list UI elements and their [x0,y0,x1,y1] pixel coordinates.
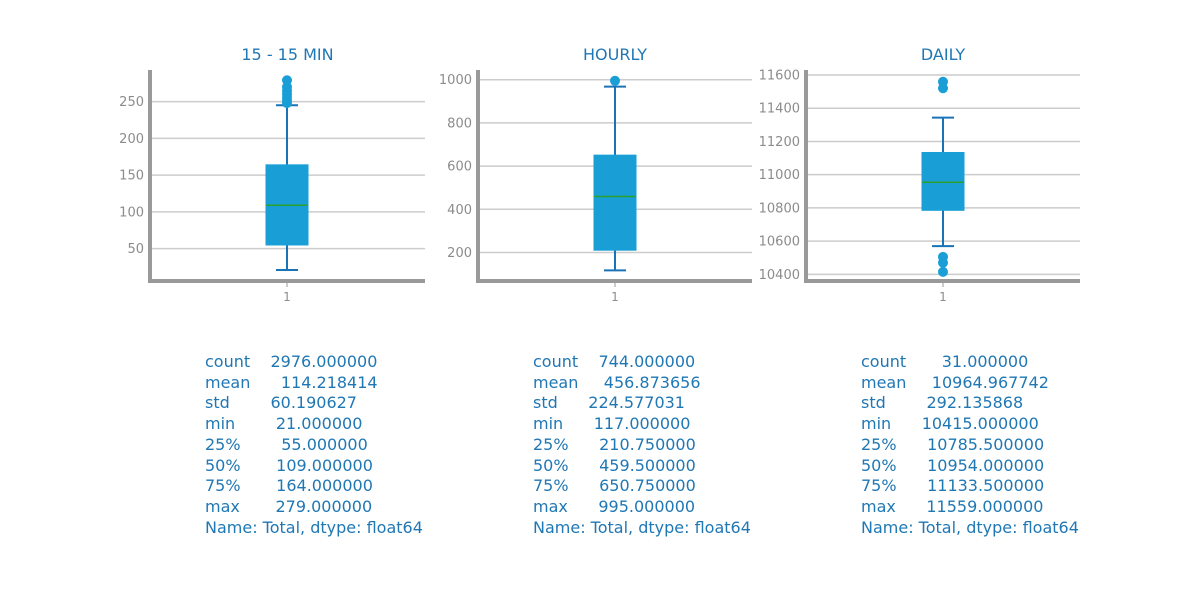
y-tick-label-daily: 11400 [759,102,800,117]
y-tick-label-hourly: 800 [447,116,472,131]
y-tick-label-hourly: 600 [447,160,472,175]
y-tick-label-hourly: 1000 [439,73,472,88]
y-tick-label-daily: 11600 [759,68,800,83]
y-tick-label-daily: 11200 [759,135,800,150]
y-tick-label-hourly: 400 [447,203,472,218]
outlier-point-15min [282,75,292,86]
y-tick-label-15min: 100 [119,205,144,220]
y-tick-label-daily: 10600 [759,235,800,250]
y-tick-label-15min: 150 [119,169,144,184]
chart-title-15min: 15 - 15 MIN [241,45,333,64]
outlier-point-daily [938,251,948,262]
chart-title-daily: DAILY [921,45,965,64]
y-tick-label-15min: 200 [119,132,144,147]
y-tick-label-hourly: 200 [447,246,472,261]
box-hourly [593,154,637,251]
outlier-point-daily [938,266,948,277]
x-tick-label-15min: 1 [283,290,291,304]
summary-stats-15min: count 2976.000000 mean 114.218414 std 60… [205,352,423,537]
y-tick-label-daily: 10400 [759,268,800,283]
y-tick-label-daily: 10800 [759,201,800,216]
outlier-point-daily [938,76,948,87]
x-tick-label-daily: 1 [939,290,947,304]
chart-title-hourly: HOURLY [583,45,647,64]
outlier-point-hourly [610,75,620,86]
summary-stats-hourly: count 744.000000 mean 456.873656 std 224… [533,352,751,537]
x-tick-label-hourly: 1 [611,290,619,304]
y-tick-label-15min: 250 [119,95,144,110]
summary-stats-daily: count 31.000000 mean 10964.967742 std 29… [861,352,1079,537]
y-tick-label-daily: 11000 [759,168,800,183]
y-tick-label-15min: 50 [127,242,144,257]
box-daily [921,151,965,211]
